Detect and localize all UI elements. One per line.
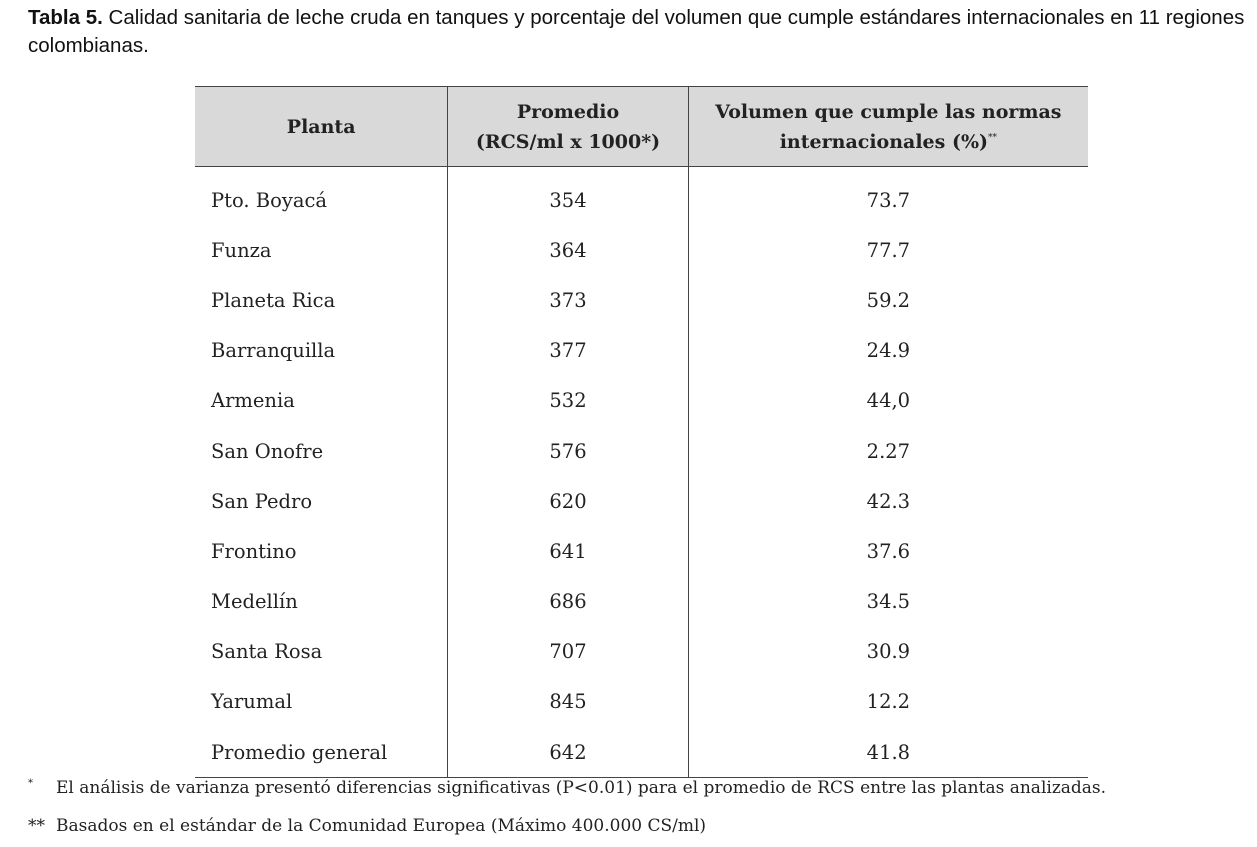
cell-promedio: 686 [447, 576, 689, 627]
cell-volumen: 30.9 [866, 640, 911, 664]
cell-promedio: 845 [447, 676, 689, 728]
table-row: San Onofre 576 2.27 [195, 425, 1088, 477]
table-row: Armenia 532 44,0 [195, 375, 1088, 426]
cell-volumen: 73.7 [866, 188, 911, 212]
cell-planta: Promedio general [195, 727, 448, 779]
table-row: Santa Rosa 707 30.9 [195, 626, 1088, 677]
cell-promedio: 364 [447, 225, 689, 276]
cell-planta: Armenia [211, 389, 295, 413]
cell-promedio: 576 [447, 425, 689, 477]
cell-planta: Pto. Boyacá [211, 188, 328, 212]
header-promedio-line1: Promedio [516, 100, 620, 123]
cell-volumen: 12.2 [866, 690, 911, 714]
cell-volumen: 37.6 [866, 539, 911, 563]
cell-promedio: 354 [447, 166, 689, 226]
cell-volumen: 34.5 [866, 590, 911, 614]
caption-text: Calidad sanitaria de leche cruda en tanq… [28, 6, 1245, 57]
cell-planta: Funza [211, 238, 272, 262]
cell-volumen: 24.9 [866, 339, 911, 363]
table-row: San Pedro 620 42.3 [195, 476, 1088, 527]
cell-promedio: 532 [447, 375, 689, 426]
cell-volumen: 59.2 [866, 288, 911, 312]
footnote-2-text: Basados en el estándar de la Comunidad E… [56, 816, 707, 836]
header-promedio-line2: (RCS/ml x 1000*) [475, 130, 661, 153]
table-body: Pto. Boyacá 354 73.7 Funza 364 77.7 Planeta Ri… [195, 166, 1088, 779]
table-row: Frontino 641 37.6 [195, 526, 1088, 577]
header-planta: Planta [195, 86, 448, 167]
cell-planta: Planeta Rica [211, 288, 336, 312]
footnote-2: ** Basados en el estándar de la Comunidad… [28, 816, 706, 836]
header-volumen-line2: internacionales (%) [779, 130, 988, 153]
footnote-2-mark: ** [28, 816, 45, 836]
header-volumen-line1: Volumen que cumple las normas [715, 100, 1062, 123]
cell-promedio: 707 [447, 626, 689, 677]
table-row: Medellín 686 34.5 [195, 576, 1088, 627]
cell-promedio: 641 [447, 526, 689, 577]
table-row: Planeta Rica 373 59.2 [195, 275, 1088, 326]
cell-planta: Frontino [211, 539, 297, 563]
caption-label: Tabla 5. [28, 6, 103, 29]
cell-planta: San Pedro [211, 489, 313, 513]
cell-planta: Medellín [211, 590, 298, 614]
header-volumen-footnote-mark: ** [988, 132, 997, 143]
cell-volumen: 2.27 [866, 439, 911, 463]
cell-promedio: 620 [447, 476, 689, 527]
table-row: Promedio general 642 41.8 [195, 727, 1088, 779]
cell-volumen: 77.7 [866, 238, 911, 262]
data-table: Planta Promedio (RCS/ml x 1000*) Volumen… [195, 86, 1088, 779]
table-row: Yarumal 845 12.2 [195, 676, 1088, 728]
cell-planta: Barranquilla [211, 339, 336, 363]
cell-volumen: 42.3 [866, 489, 911, 513]
footnote-1: * El análisis de varianza presentó difere… [28, 778, 1106, 798]
table-row: Pto. Boyacá 354 73.7 [195, 166, 1088, 226]
footnote-1-mark: * [28, 778, 33, 789]
data-table-container: Planta Promedio (RCS/ml x 1000*) Volumen… [195, 86, 1088, 779]
cell-promedio: 642 [447, 727, 689, 779]
cell-volumen: 44,0 [866, 389, 911, 413]
table-caption: Tabla 5. Calidad sanitaria de leche crud… [28, 4, 1253, 60]
cell-promedio: 373 [447, 275, 689, 326]
table-row: Funza 364 77.7 [195, 225, 1088, 276]
cell-planta: San Onofre [211, 439, 324, 463]
footnote-1-text: El análisis de varianza presentó diferen… [56, 778, 1107, 798]
cell-planta: Santa Rosa [211, 640, 323, 664]
cell-planta: Yarumal [211, 690, 293, 714]
header-row: Planta Promedio (RCS/ml x 1000*) Volumen… [195, 86, 1088, 167]
cell-volumen: 41.8 [688, 727, 1088, 779]
header-promedio: Promedio (RCS/ml x 1000*) [447, 86, 689, 167]
cell-promedio: 377 [447, 325, 689, 376]
table-row: Barranquilla 377 24.9 [195, 325, 1088, 376]
header-volumen: Volumen que cumple las normas internacio… [688, 86, 1088, 167]
